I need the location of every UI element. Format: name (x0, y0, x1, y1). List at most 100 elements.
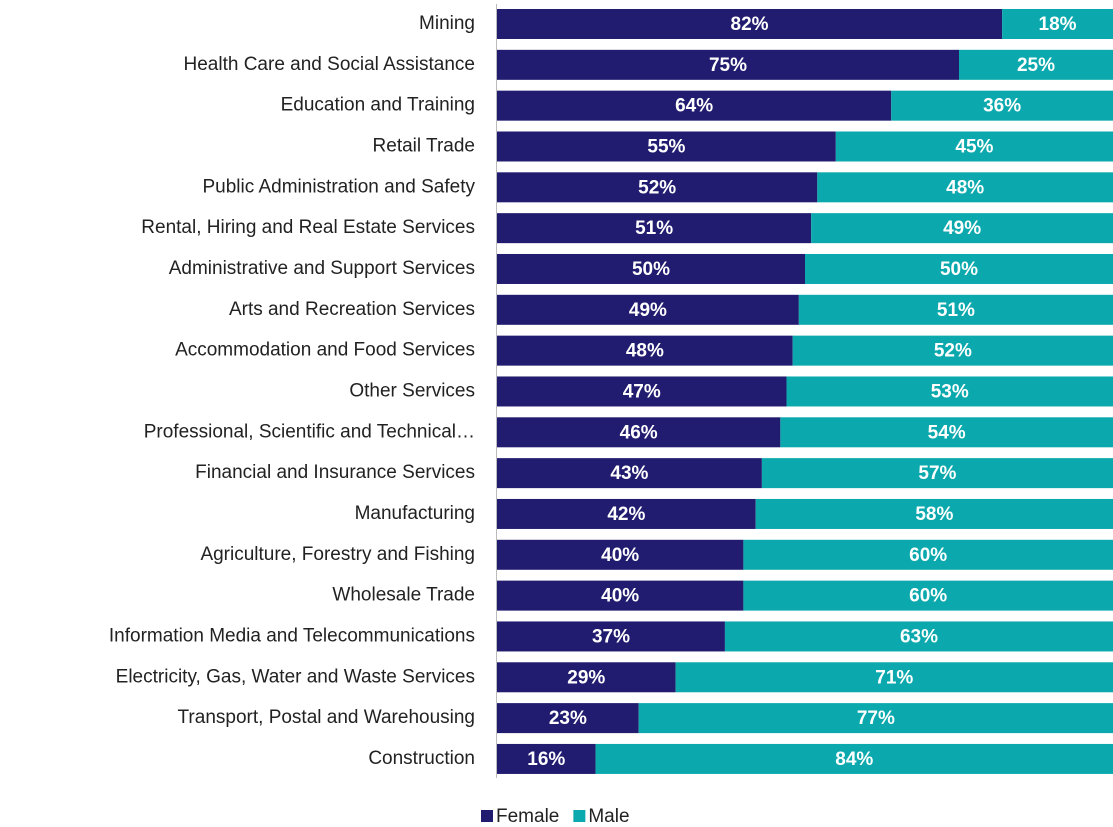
bar-segment (595, 743, 1113, 774)
y-tick-label: Education and Training (281, 95, 475, 116)
data-label: 25% (1017, 55, 1055, 76)
bar-segment (497, 621, 725, 652)
data-label: 57% (918, 463, 956, 484)
bar-segment (497, 662, 676, 693)
bar-segment (743, 539, 1113, 570)
data-label: 52% (638, 177, 676, 198)
data-label: 54% (928, 422, 966, 443)
bar-segment (497, 539, 744, 570)
bar-segment (811, 213, 1113, 244)
legend-label: Male (588, 806, 629, 827)
bar-segment (743, 580, 1113, 611)
bar-segment (497, 743, 596, 774)
data-label: 23% (549, 708, 587, 729)
data-label: 50% (632, 259, 670, 280)
data-label: 51% (937, 300, 975, 321)
data-label: 77% (857, 708, 895, 729)
data-label: 16% (527, 749, 565, 770)
y-tick-label: Electricity, Gas, Water and Waste Servic… (116, 666, 475, 687)
bar-segment (835, 131, 1113, 162)
bar-segment (959, 49, 1113, 80)
y-tick-label: Information Media and Telecommunications (109, 625, 475, 646)
data-label: 63% (900, 626, 938, 647)
data-label: 71% (875, 667, 913, 688)
bar-segment (792, 335, 1113, 366)
data-label: 49% (629, 300, 667, 321)
y-tick-label: Wholesale Trade (332, 585, 475, 606)
data-label: 47% (623, 381, 661, 402)
bar-segment (497, 253, 805, 284)
bar-segment (497, 90, 892, 121)
bar-segment (497, 417, 781, 448)
bar-segment (805, 253, 1113, 284)
bar-segment (724, 621, 1113, 652)
data-label: 40% (601, 545, 639, 566)
y-tick-label: Financial and Insurance Services (195, 462, 475, 483)
y-tick-label: Rental, Hiring and Real Estate Services (141, 217, 475, 238)
bar-segment (497, 294, 799, 325)
bar-segment (891, 90, 1113, 121)
data-label: 42% (607, 504, 645, 525)
data-label: 55% (647, 137, 685, 158)
data-label: 60% (909, 586, 947, 607)
y-tick-label: Other Services (349, 380, 475, 401)
legend-swatch (481, 810, 493, 822)
bar-segment (497, 172, 818, 203)
data-label: 50% (940, 259, 978, 280)
bar-segment (497, 498, 756, 529)
y-tick-label: Professional, Scientific and Technical… (144, 421, 475, 442)
bar-segment (780, 417, 1113, 448)
bar-segment (798, 294, 1113, 325)
data-label: 48% (626, 341, 664, 362)
y-tick-label: Transport, Postal and Warehousing (178, 707, 475, 728)
data-label: 53% (931, 381, 969, 402)
bar-segment (497, 376, 787, 407)
data-label: 84% (835, 749, 873, 770)
data-label: 18% (1039, 14, 1077, 35)
bar-segment (497, 580, 744, 611)
bar-segment (497, 49, 959, 80)
y-tick-label: Public Administration and Safety (203, 176, 476, 197)
bar-segment (817, 172, 1113, 203)
data-label: 40% (601, 586, 639, 607)
bar-segment (675, 662, 1113, 693)
data-label: 58% (915, 504, 953, 525)
y-tick-label: Agriculture, Forestry and Fishing (200, 544, 475, 565)
data-label: 29% (567, 667, 605, 688)
bar-segment (497, 9, 1003, 39)
data-label: 64% (675, 96, 713, 117)
y-tick-label: Manufacturing (355, 503, 475, 524)
bar-segment (786, 376, 1113, 407)
data-label: 75% (709, 55, 747, 76)
bar-segment (497, 213, 812, 244)
data-label: 37% (592, 626, 630, 647)
data-label: 51% (635, 218, 673, 239)
legend-label: Female (496, 806, 559, 827)
y-tick-label: Administrative and Support Services (169, 258, 475, 279)
bar-segment (497, 703, 639, 734)
bar-segment (1002, 9, 1113, 39)
y-tick-label: Retail Trade (373, 136, 475, 157)
bar-segment (497, 335, 793, 366)
data-label: 82% (731, 14, 769, 35)
data-label: 48% (946, 177, 984, 198)
y-tick-label: Construction (368, 748, 475, 769)
y-tick-label: Health Care and Social Assistance (184, 54, 476, 75)
bar-segment (497, 458, 762, 489)
data-label: 43% (610, 463, 648, 484)
data-label: 60% (909, 545, 947, 566)
y-tick-label: Accommodation and Food Services (175, 340, 475, 361)
data-label: 49% (943, 218, 981, 239)
y-tick-label: Mining (419, 13, 475, 34)
data-label: 46% (620, 422, 658, 443)
bar-segment (497, 131, 836, 162)
data-label: 45% (955, 137, 993, 158)
legend-swatch (573, 810, 586, 822)
bar-segment (761, 458, 1113, 489)
data-label: 36% (983, 96, 1021, 117)
bar-segment (638, 703, 1113, 734)
bar-segment (755, 498, 1113, 529)
y-tick-label: Arts and Recreation Services (229, 299, 475, 320)
data-label: 52% (934, 341, 972, 362)
